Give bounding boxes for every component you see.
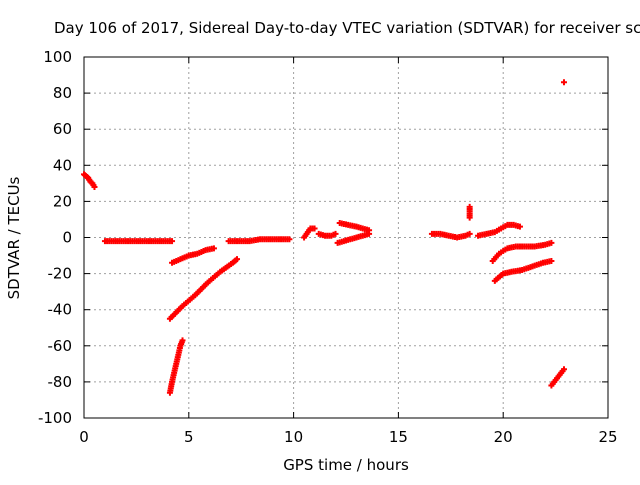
data-point xyxy=(169,238,176,245)
y-tick-label: 40 xyxy=(53,156,72,174)
data-point xyxy=(286,236,293,243)
x-tick-label: 10 xyxy=(284,428,303,446)
y-tick-label: -80 xyxy=(48,373,73,391)
y-tick-label: 100 xyxy=(43,48,72,66)
x-tick-label: 25 xyxy=(598,428,617,446)
y-axis-label: SDTVAR / TECUs xyxy=(5,176,23,299)
grid xyxy=(84,57,608,418)
y-tick-label: 20 xyxy=(53,192,72,210)
data-point xyxy=(210,245,217,252)
x-tick-label: 20 xyxy=(494,428,513,446)
data-layer xyxy=(81,79,567,396)
data-point xyxy=(332,230,339,237)
y-tick-label: -20 xyxy=(48,265,73,283)
data-point xyxy=(466,214,473,221)
data-point xyxy=(560,366,567,373)
x-axis-label: GPS time / hours xyxy=(283,456,409,474)
y-tick-label: -100 xyxy=(38,409,72,427)
data-point xyxy=(366,230,373,237)
y-tick-label: -40 xyxy=(48,301,73,319)
data-point xyxy=(179,337,186,344)
data-point xyxy=(560,79,567,86)
axis-ticks: 0 5 10 15 20 25 -100 -80 -60 -40 -20 0 20 40 60 80 100 xyxy=(38,48,618,446)
data-point xyxy=(311,225,318,232)
data-point xyxy=(91,183,98,190)
x-tick-label: 5 xyxy=(184,428,194,446)
data-point xyxy=(466,230,473,237)
data-point xyxy=(548,239,555,246)
x-tick-label: 15 xyxy=(389,428,408,446)
y-tick-label: -60 xyxy=(48,337,73,355)
x-tick-label: 0 xyxy=(79,428,89,446)
y-tick-label: 0 xyxy=(62,229,72,247)
data-point xyxy=(516,223,523,230)
chart-title: Day 106 of 2017, Sidereal Day-to-day VTE… xyxy=(54,19,640,37)
data-point xyxy=(548,257,555,264)
data-point xyxy=(234,256,241,263)
y-tick-label: 80 xyxy=(53,84,72,102)
y-tick-label: 60 xyxy=(53,120,72,138)
